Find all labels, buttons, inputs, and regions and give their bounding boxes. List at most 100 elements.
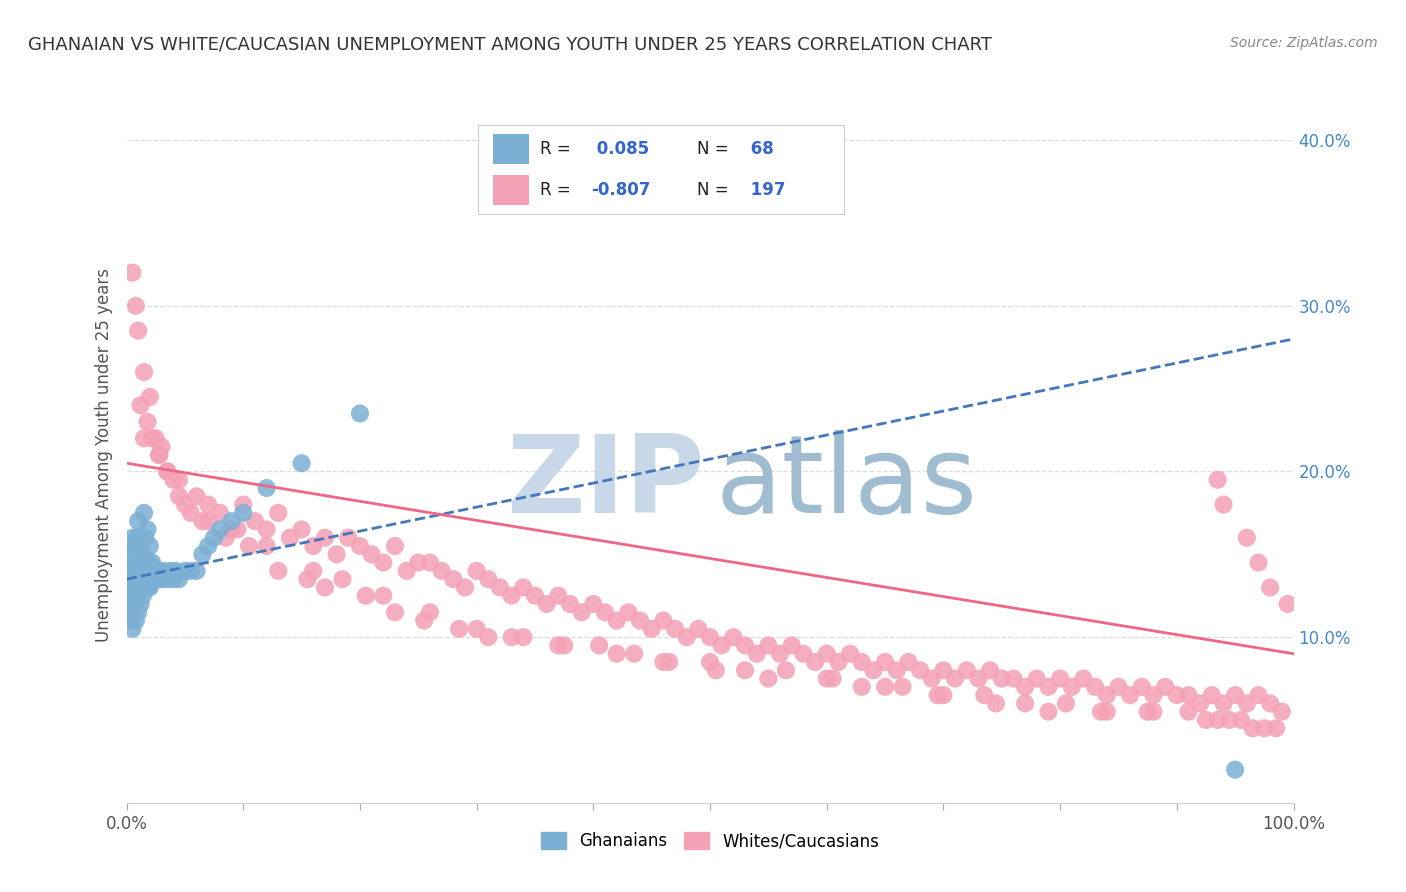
Text: 0.085: 0.085 (592, 140, 650, 158)
Point (623, 647, 645, 661)
Point (165, 564, 187, 578)
Point (891, 680, 914, 694)
Point (125, 539, 148, 553)
Point (512, 630, 534, 644)
Point (1002, 672, 1025, 686)
Point (780, 639, 803, 653)
Point (501, 589, 523, 603)
Point (278, 531, 301, 545)
Point (932, 663, 955, 677)
Point (1258, 581, 1281, 595)
Point (512, 581, 534, 595)
Point (1223, 763, 1247, 777)
Point (384, 605, 406, 619)
Point (1177, 688, 1199, 702)
Text: R =: R = (540, 181, 571, 199)
Point (127, 572, 149, 586)
Point (197, 498, 219, 512)
Point (146, 564, 169, 578)
Point (1247, 556, 1270, 570)
Point (1136, 705, 1159, 719)
Point (477, 572, 499, 586)
Point (127, 605, 149, 619)
Point (1258, 697, 1281, 711)
Point (862, 663, 884, 677)
Text: GHANAIAN VS WHITE/CAUCASIAN UNEMPLOYMENT AMONG YOUTH UNDER 25 YEARS CORRELATION : GHANAIAN VS WHITE/CAUCASIAN UNEMPLOYMENT… (28, 36, 993, 54)
Point (349, 407, 371, 421)
Point (132, 365, 155, 379)
Point (1142, 705, 1164, 719)
Point (360, 547, 382, 561)
Point (815, 672, 838, 686)
Bar (492, 134, 529, 164)
Point (124, 597, 146, 611)
Point (302, 564, 325, 578)
Point (1241, 721, 1264, 735)
Point (815, 647, 838, 661)
Point (1195, 713, 1218, 727)
Point (804, 655, 827, 669)
Point (148, 448, 170, 462)
Point (121, 622, 143, 636)
Point (180, 564, 202, 578)
Point (640, 622, 664, 636)
Point (221, 514, 243, 528)
Point (136, 581, 159, 595)
Point (1095, 705, 1118, 719)
Point (1025, 672, 1047, 686)
Point (1054, 697, 1077, 711)
Point (267, 506, 290, 520)
Point (547, 639, 569, 653)
Point (132, 589, 155, 603)
Point (465, 564, 488, 578)
Point (142, 572, 165, 586)
Point (1038, 705, 1060, 719)
Point (197, 539, 219, 553)
Point (186, 489, 208, 503)
Point (238, 539, 260, 553)
Point (1271, 705, 1294, 719)
Point (373, 589, 395, 603)
Point (710, 639, 733, 653)
Point (956, 663, 979, 677)
Point (851, 680, 873, 694)
Point (967, 672, 990, 686)
Point (984, 697, 1007, 711)
Point (1189, 697, 1212, 711)
Text: -0.807: -0.807 (592, 181, 651, 199)
Point (139, 539, 162, 553)
Point (875, 680, 897, 694)
Point (1095, 688, 1118, 702)
Point (1201, 688, 1223, 702)
Point (430, 564, 453, 578)
Point (160, 564, 183, 578)
Point (1212, 697, 1234, 711)
Point (129, 398, 152, 412)
Point (120, 547, 142, 561)
Point (921, 672, 943, 686)
Point (1230, 713, 1253, 727)
Point (150, 440, 173, 454)
Point (167, 473, 190, 487)
Point (349, 539, 371, 553)
Point (134, 572, 156, 586)
Point (118, 597, 141, 611)
Point (128, 581, 150, 595)
Point (122, 572, 145, 586)
Point (927, 688, 949, 702)
Point (704, 663, 727, 677)
Point (617, 605, 640, 619)
Point (1073, 672, 1095, 686)
Point (652, 614, 675, 628)
Point (547, 589, 569, 603)
Point (1014, 697, 1036, 711)
Point (441, 572, 464, 586)
Point (897, 655, 920, 669)
Point (325, 547, 347, 561)
Point (1218, 713, 1240, 727)
Point (699, 655, 721, 669)
Point (1177, 705, 1199, 719)
Point (395, 564, 418, 578)
Point (146, 572, 169, 586)
Point (990, 672, 1012, 686)
